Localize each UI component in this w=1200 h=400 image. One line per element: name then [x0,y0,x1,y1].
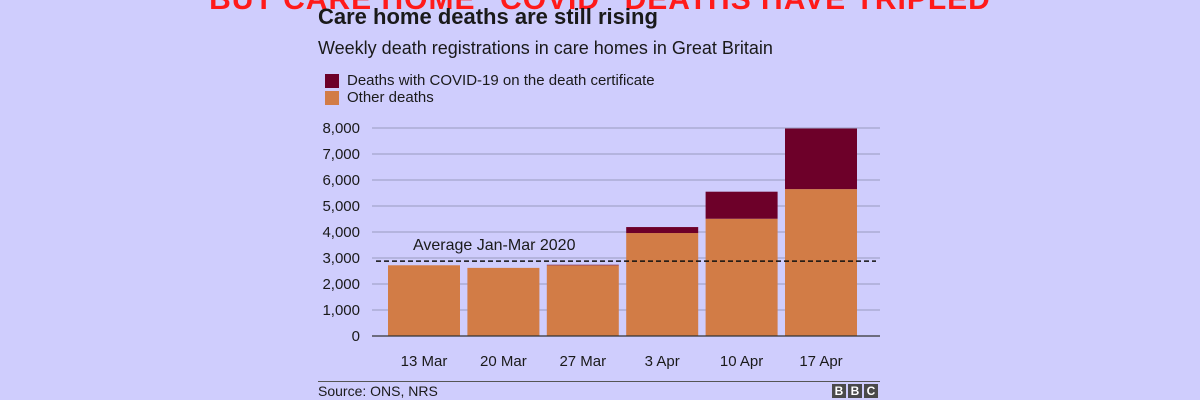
bar-segment-other [785,189,857,336]
y-tick-label: 7,000 [322,146,360,163]
legend-label-other: Other deaths [347,89,434,106]
chart-title: Care home deaths are still rising [318,4,658,29]
chart-legend: Deaths with COVID-19 on the death certif… [325,72,655,106]
average-label: Average Jan-Mar 2020 [413,237,576,254]
y-tick-label: 6,000 [322,172,360,189]
bbc-logo: B B C [832,384,878,398]
chart-subtitle: Weekly death registrations in care homes… [318,38,773,58]
x-tick-label: 13 Mar [401,353,448,370]
legend-item-other: Other deaths [325,89,655,106]
legend-swatch-other [325,90,339,105]
legend-swatch-covid [325,73,339,88]
y-tick-label: 8,000 [322,120,360,137]
source-note: Source: ONS, NRS [318,383,438,399]
y-tick-label: 0 [352,328,360,345]
bbc-logo-letter: C [864,384,878,398]
footer-divider [318,381,880,382]
bar-segment-other [705,218,778,336]
bar-segment-other [388,265,460,336]
x-tick-label: 3 Apr [645,353,680,370]
overlay-banner-text: BUT CARE HOME "COVID" DEATHS HAVE TRIPLE… [0,0,1200,17]
x-tick-label: 17 Apr [799,353,842,370]
x-tick-label: 27 Mar [559,353,606,370]
legend-item-covid: Deaths with COVID-19 on the death certif… [325,72,655,89]
bar-segment-covid [546,264,619,266]
bar-segment-other [467,267,540,336]
y-tick-label: 1,000 [322,302,360,319]
bar-segment-covid [626,227,699,234]
bar-segment-covid [705,191,778,219]
y-tick-label: 3,000 [322,250,360,267]
y-tick-label: 5,000 [322,198,360,215]
bbc-logo-letter: B [848,384,862,398]
bar-segment-other [626,233,699,336]
x-tick-label: 10 Apr [720,353,763,370]
x-tick-label: 20 Mar [480,353,527,370]
bar-segment-other [546,265,619,336]
y-tick-label: 4,000 [322,224,360,241]
legend-label-covid: Deaths with COVID-19 on the death certif… [347,72,655,89]
y-tick-label: 2,000 [322,276,360,293]
bbc-logo-letter: B [832,384,846,398]
bar-segment-covid [785,128,857,190]
